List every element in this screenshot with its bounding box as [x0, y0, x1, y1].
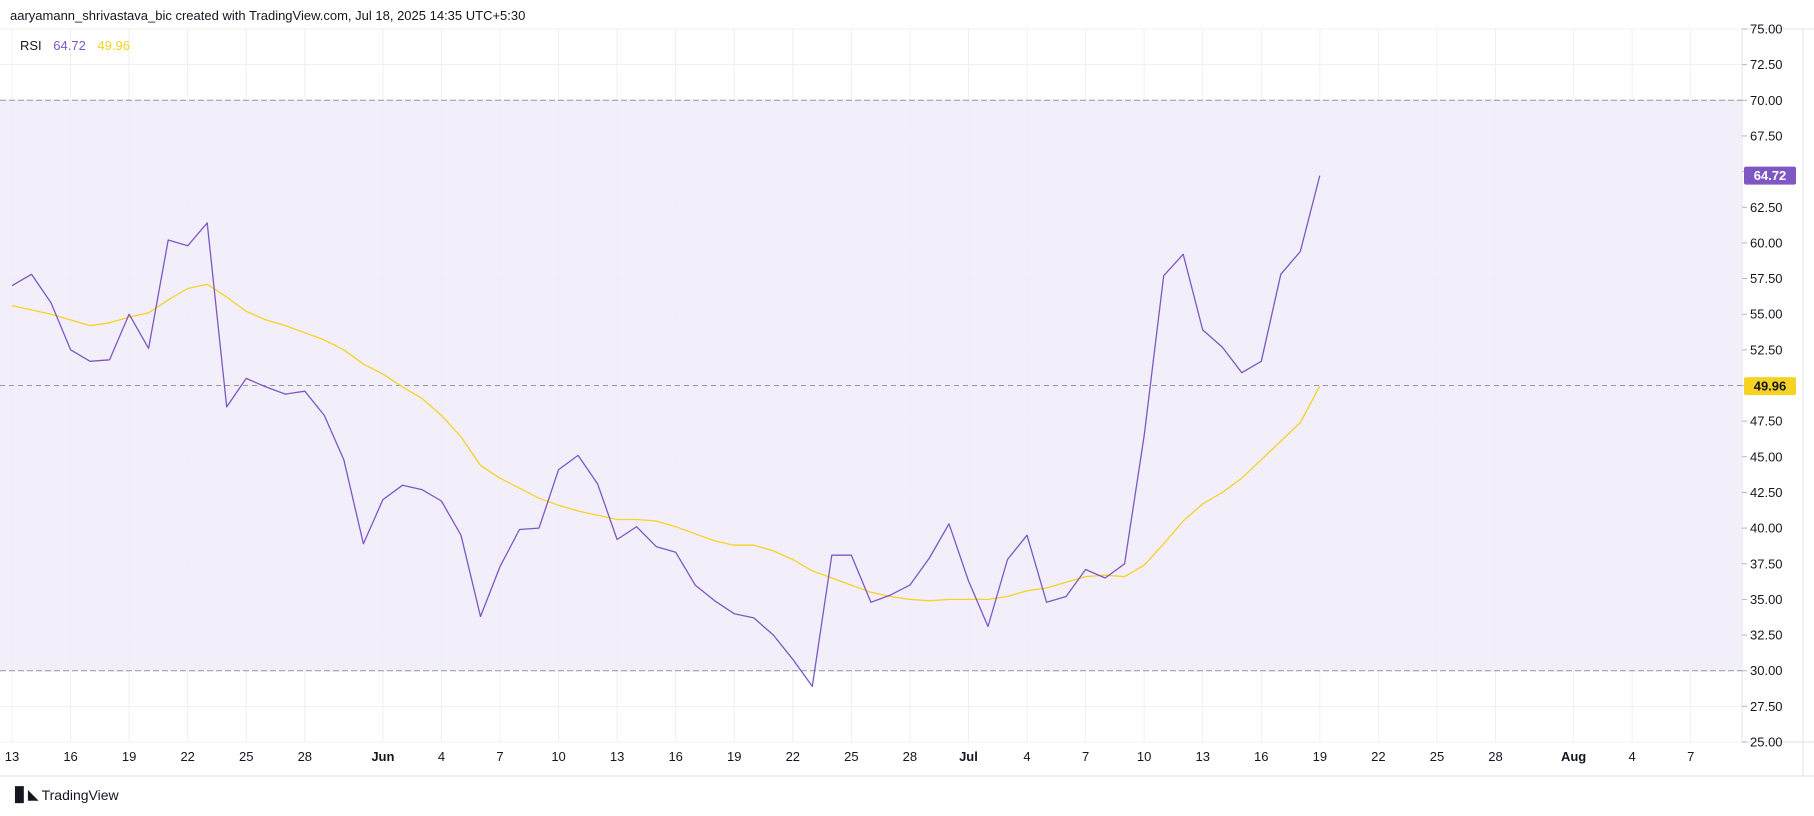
value-badges: 64.72 49.96 — [1744, 166, 1796, 396]
x-tick-label: 16 — [63, 749, 77, 764]
x-tick-label: 13 — [1195, 749, 1209, 764]
y-tick-label: 57.50 — [1750, 271, 1783, 286]
x-tick-label: 16 — [668, 749, 682, 764]
x-tick-label: 7 — [1082, 749, 1089, 764]
y-tick-label: 45.00 — [1750, 449, 1783, 464]
x-tick-label: 13 — [5, 749, 19, 764]
x-tick-label: 22 — [1371, 749, 1385, 764]
ma-value-badge-bg — [1744, 377, 1796, 396]
rsi-value-badge: 64.72 — [1744, 166, 1796, 185]
x-tick-label: Aug — [1561, 749, 1586, 764]
y-tick-label: 42.50 — [1750, 485, 1783, 500]
y-tick-label: 32.50 — [1750, 628, 1783, 643]
ma-value-badge: 49.96 — [1744, 377, 1796, 396]
x-tick-label: 10 — [1137, 749, 1151, 764]
rsi-ma-line — [11, 283, 1321, 602]
x-tick-label: 4 — [438, 749, 445, 764]
x-tick-label: 28 — [298, 749, 312, 764]
x-tick-label: 28 — [903, 749, 917, 764]
legend-ma-value: 49.96 — [97, 38, 131, 53]
chart-credit: aaryamann_shrivastava_bic created with T… — [10, 8, 526, 23]
x-tick-label: 25 — [1430, 749, 1444, 764]
series-layer — [11, 175, 1321, 688]
x-tick-label: 19 — [122, 749, 136, 764]
y-tick-label: 67.50 — [1750, 128, 1783, 143]
x-tick-label: 4 — [1023, 749, 1030, 764]
x-tick-label: 22 — [786, 749, 800, 764]
x-tick-label: 10 — [551, 749, 565, 764]
y-tick-label: 62.50 — [1750, 200, 1783, 215]
x-axis[interactable]: 13 16 19 22 25 28 Jun 4 7 10 13 16 19 22 25 28 Jul 4 7 10 13… — [5, 749, 1695, 764]
y-tick-label: 37.50 — [1750, 556, 1783, 571]
x-tick-label: 7 — [496, 749, 503, 764]
legend-name: RSI — [20, 38, 42, 53]
x-tick-label: Jun — [371, 749, 394, 764]
brand-text: TradingView — [41, 786, 119, 803]
x-tick-label: Jul — [959, 749, 978, 764]
x-tick-label: 19 — [727, 749, 741, 764]
y-tick-label: 40.00 — [1750, 521, 1783, 536]
y-tick-label: 70.00 — [1750, 93, 1783, 108]
y-tick-label: 35.00 — [1750, 592, 1783, 607]
indicator-legend[interactable]: RSI 64.72 49.96 — [20, 38, 130, 53]
y-axis[interactable]: 25.00 27.50 30.00 32.50 35.00 37.50 40.00 42.50… — [1742, 22, 1783, 750]
y-tick-label: 52.50 — [1750, 342, 1783, 357]
x-tick-label: 25 — [239, 749, 253, 764]
y-tick-label: 72.50 — [1750, 57, 1783, 72]
rsi-band-lines — [0, 99, 1742, 672]
x-tick-label: 4 — [1629, 749, 1636, 764]
y-tick-label: 60.00 — [1750, 235, 1783, 250]
tradingview-logo-icon: ▐▌◣ — [10, 786, 39, 802]
x-tick-label: 28 — [1488, 749, 1502, 764]
y-tick-label: 27.50 — [1750, 699, 1783, 714]
ma-value-badge-text: 49.96 — [1754, 379, 1787, 394]
y-tick-label: 47.50 — [1750, 414, 1783, 429]
y-tick-label: 30.00 — [1750, 663, 1783, 678]
rsi-value-badge-text: 64.72 — [1754, 168, 1787, 183]
x-tick-label: 13 — [610, 749, 624, 764]
x-tick-label: 22 — [180, 749, 194, 764]
y-tick-label: 25.00 — [1750, 735, 1783, 750]
x-tick-label: 7 — [1687, 749, 1694, 764]
legend-rsi-value: 64.72 — [53, 38, 86, 53]
y-tick-label: 75.00 — [1750, 22, 1783, 37]
x-tick-label: 19 — [1313, 749, 1327, 764]
x-tick-label: 16 — [1254, 749, 1268, 764]
rsi-value-badge-bg — [1744, 166, 1796, 185]
rsi-line — [11, 175, 1321, 688]
x-tick-label: 25 — [844, 749, 858, 764]
tradingview-brand[interactable]: ▐▌◣ TradingView — [10, 786, 119, 803]
y-tick-label: 55.00 — [1750, 307, 1783, 322]
